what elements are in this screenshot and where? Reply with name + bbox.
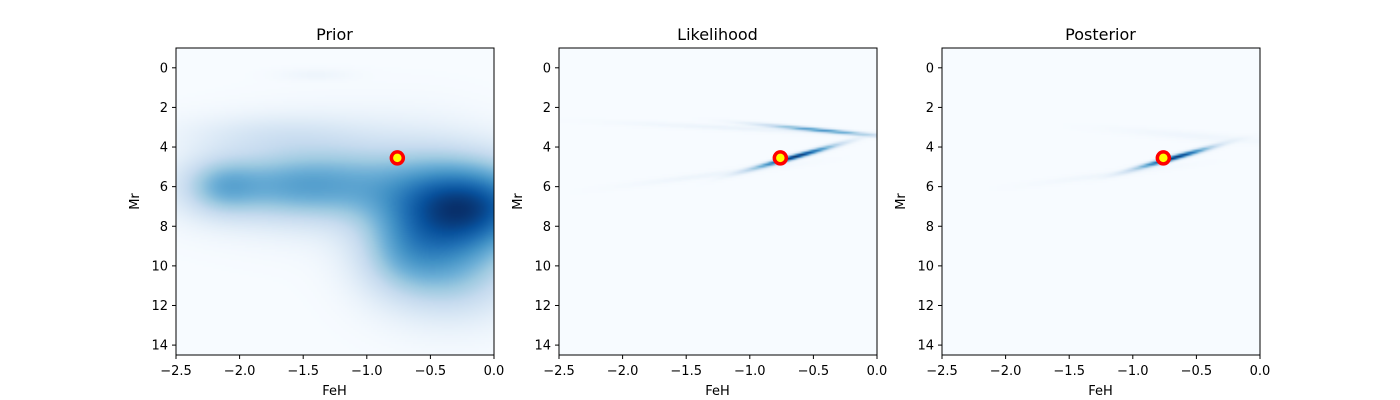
- likelihood-ticks: −2.5 −2.0 −1.5 −1.0 −0.5 0.0 0 2 4 6 8 10 12 14: [534, 61, 887, 379]
- posterior-ytick-label: 0: [926, 61, 934, 76]
- posterior-ylabel: Mr: [894, 193, 909, 210]
- prior-ytick-label: 10: [151, 259, 168, 274]
- likelihood-ytick-label: 8: [543, 220, 551, 235]
- likelihood-heatmap: [559, 48, 877, 355]
- prior-heatmap: [176, 48, 494, 355]
- posterior-ytick-label: 12: [917, 299, 934, 314]
- posterior-ytick-label: 4: [926, 141, 934, 156]
- prior-xtick-label: 0.0: [484, 364, 505, 379]
- panel-title-likelihood: Likelihood: [677, 25, 758, 44]
- prior-xtick-label: −1.5: [287, 364, 319, 379]
- posterior-ytick-label: 8: [926, 220, 934, 235]
- likelihood-xtick-label: −2.0: [607, 364, 639, 379]
- posterior-ytick-label: 10: [917, 259, 934, 274]
- prior-frame: [175, 47, 495, 356]
- prior-xtick-label: −2.5: [160, 364, 192, 379]
- likelihood-ytick-label: 12: [534, 299, 551, 314]
- prior-ytick-label: 12: [151, 299, 168, 314]
- likelihood-frame: [558, 47, 878, 356]
- prior-ytick-label: 0: [160, 61, 168, 76]
- posterior-xlabel: FeH: [1088, 384, 1113, 399]
- likelihood-ytick-label: 2: [543, 101, 551, 116]
- prior-xtick-label: −2.0: [224, 364, 256, 379]
- panel-prior: Prior −2.5 −2.0 −1.5 −1.0 −0.5 0.0 0 2 4 6 8 10 12 14…: [128, 25, 504, 399]
- likelihood-ytick-label: 14: [534, 339, 551, 354]
- prior-ticks: −2.5 −2.0 −1.5 −1.0 −0.5 0.0 0 2 4 6 8 10 12 14: [151, 61, 504, 379]
- posterior-xtick-label: −2.5: [926, 364, 958, 379]
- likelihood-ytick-label: 0: [543, 61, 551, 76]
- likelihood-xtick-label: −0.5: [798, 364, 830, 379]
- likelihood-ylabel: Mr: [511, 193, 526, 210]
- likelihood-xtick-label: −2.5: [543, 364, 575, 379]
- posterior-ytick-label: 14: [917, 339, 934, 354]
- panel-posterior: Posterior −2.5 −2.0 −1.5 −1.0 −0.5 0.0 0 2 4 6 8 10…: [894, 25, 1270, 399]
- likelihood-marker: [772, 150, 789, 166]
- likelihood-xtick-label: 0.0: [867, 364, 888, 379]
- likelihood-ytick-label: 10: [534, 259, 551, 274]
- posterior-xtick-label: −0.5: [1181, 364, 1213, 379]
- posterior-xtick-label: −1.0: [1117, 364, 1149, 379]
- posterior-ytick-label: 2: [926, 101, 934, 116]
- prior-ylabel: Mr: [128, 193, 143, 210]
- posterior-frame: [941, 47, 1261, 356]
- prior-marker: [389, 150, 406, 166]
- prior-ytick-label: 6: [160, 180, 168, 195]
- prior-ytick-label: 2: [160, 101, 168, 116]
- likelihood-xlabel: FeH: [705, 384, 730, 399]
- posterior-xtick-label: −2.0: [990, 364, 1022, 379]
- likelihood-xtick-label: −1.0: [734, 364, 766, 379]
- prior-ytick-label: 4: [160, 141, 168, 156]
- panel-title-posterior: Posterior: [1065, 25, 1136, 44]
- posterior-marker: [1155, 150, 1172, 166]
- likelihood-xtick-label: −1.5: [670, 364, 702, 379]
- prior-xtick-label: −0.5: [415, 364, 447, 379]
- panel-title-prior: Prior: [316, 25, 353, 44]
- posterior-xtick-label: 0.0: [1250, 364, 1271, 379]
- posterior-heatmap: [942, 48, 1260, 355]
- likelihood-ytick-label: 6: [543, 180, 551, 195]
- prior-ytick-label: 8: [160, 220, 168, 235]
- prior-ytick-label: 14: [151, 339, 168, 354]
- prior-xlabel: FeH: [322, 384, 347, 399]
- posterior-xtick-label: −1.5: [1053, 364, 1085, 379]
- panel-likelihood: Likelihood −2.5 −2.0 −1.5 −1.0 −0.5 0.0 0 2 4 6 8 1…: [511, 25, 887, 399]
- prior-xtick-label: −1.0: [351, 364, 383, 379]
- posterior-ticks: −2.5 −2.0 −1.5 −1.0 −0.5 0.0 0 2 4 6 8 10 12 14: [917, 61, 1270, 379]
- likelihood-ytick-label: 4: [543, 141, 551, 156]
- posterior-ytick-label: 6: [926, 180, 934, 195]
